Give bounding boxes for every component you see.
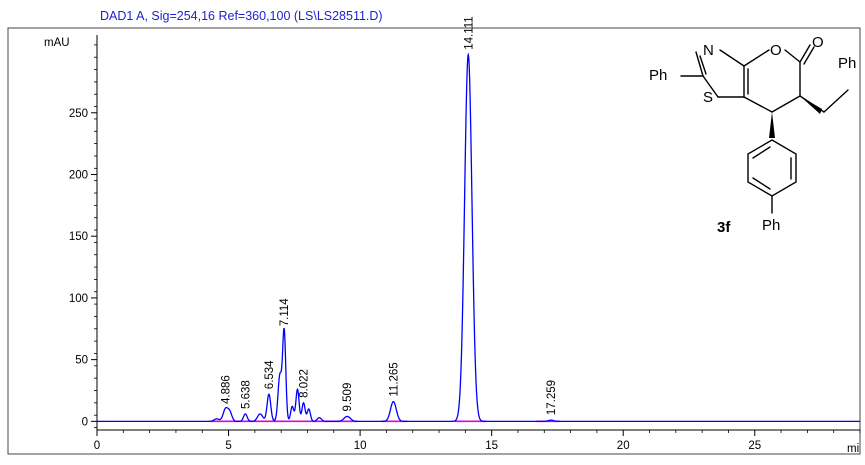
x-axis-label: mi	[847, 443, 859, 455]
bond	[719, 49, 745, 67]
bond	[743, 96, 773, 113]
molecule-structure-3f	[680, 44, 849, 214]
x-tick-label: 0	[94, 440, 100, 452]
plot-frame	[7, 27, 861, 455]
peak-label: 8.022	[299, 369, 311, 398]
y-tick-label: 150	[69, 231, 88, 243]
peak-label: 5.638	[240, 380, 252, 409]
y-tick-label: 50	[75, 355, 88, 367]
x-tick-label: 20	[617, 440, 630, 452]
atom-ph-bottom: Ph	[762, 217, 780, 234]
atom-ph-left: Ph	[649, 67, 667, 84]
atom-o-ring: O	[770, 42, 782, 59]
molecule-labels: Ph Ph Ph N S O O 3f	[649, 34, 856, 236]
atom-n: N	[703, 42, 714, 59]
bond	[695, 51, 704, 77]
x-tick-label: 5	[225, 440, 231, 452]
phenyl-ring	[747, 139, 797, 197]
wedge-bond	[800, 96, 822, 114]
x-tick-label: 15	[485, 440, 498, 452]
peak-label: 17.259	[546, 380, 558, 415]
wedge-bond	[769, 112, 775, 138]
peak-label: 4.886	[221, 375, 233, 404]
bond	[743, 49, 770, 67]
compound-label: 3f	[717, 219, 731, 236]
bond	[771, 95, 801, 113]
peak-label: 9.509	[342, 383, 354, 412]
x-tick-label: 25	[748, 440, 761, 452]
y-axis-label: mAU	[44, 37, 70, 49]
y-tick-label: 100	[69, 293, 88, 305]
peak-label: 11.265	[388, 362, 400, 396]
y-tick-label: 250	[69, 108, 88, 120]
peak-label: 14.111	[463, 16, 475, 49]
peak-label: 6.534	[264, 360, 276, 389]
bond	[803, 46, 815, 65]
ticks-layer: 0 50 100 150 200 250 0 5 10 15 20 25	[69, 44, 861, 452]
bond	[799, 44, 811, 63]
x-tick-label: 10	[354, 440, 367, 452]
bond	[752, 177, 771, 190]
atom-s: S	[703, 89, 713, 106]
y-tick-label: 200	[69, 169, 88, 181]
bond	[702, 75, 719, 98]
chart-title: DAD1 A, Sig=254,16 Ref=360,100 (LS\LS285…	[100, 9, 383, 23]
bond	[823, 89, 849, 113]
bond	[699, 55, 707, 75]
trace-layer	[97, 52, 860, 423]
atom-o-carbonyl: O	[812, 34, 824, 51]
chromatogram-trace-0	[97, 52, 860, 423]
bond	[752, 146, 771, 159]
peak-label: 7.114	[279, 298, 291, 327]
y-tick-label: 0	[82, 416, 88, 428]
atom-ph-right: Ph	[838, 55, 856, 72]
bond	[784, 49, 801, 63]
peak-label-layer: 4.886 5.638 6.534 7.114 8.022 9.509 11.265 14.1…	[221, 16, 559, 415]
